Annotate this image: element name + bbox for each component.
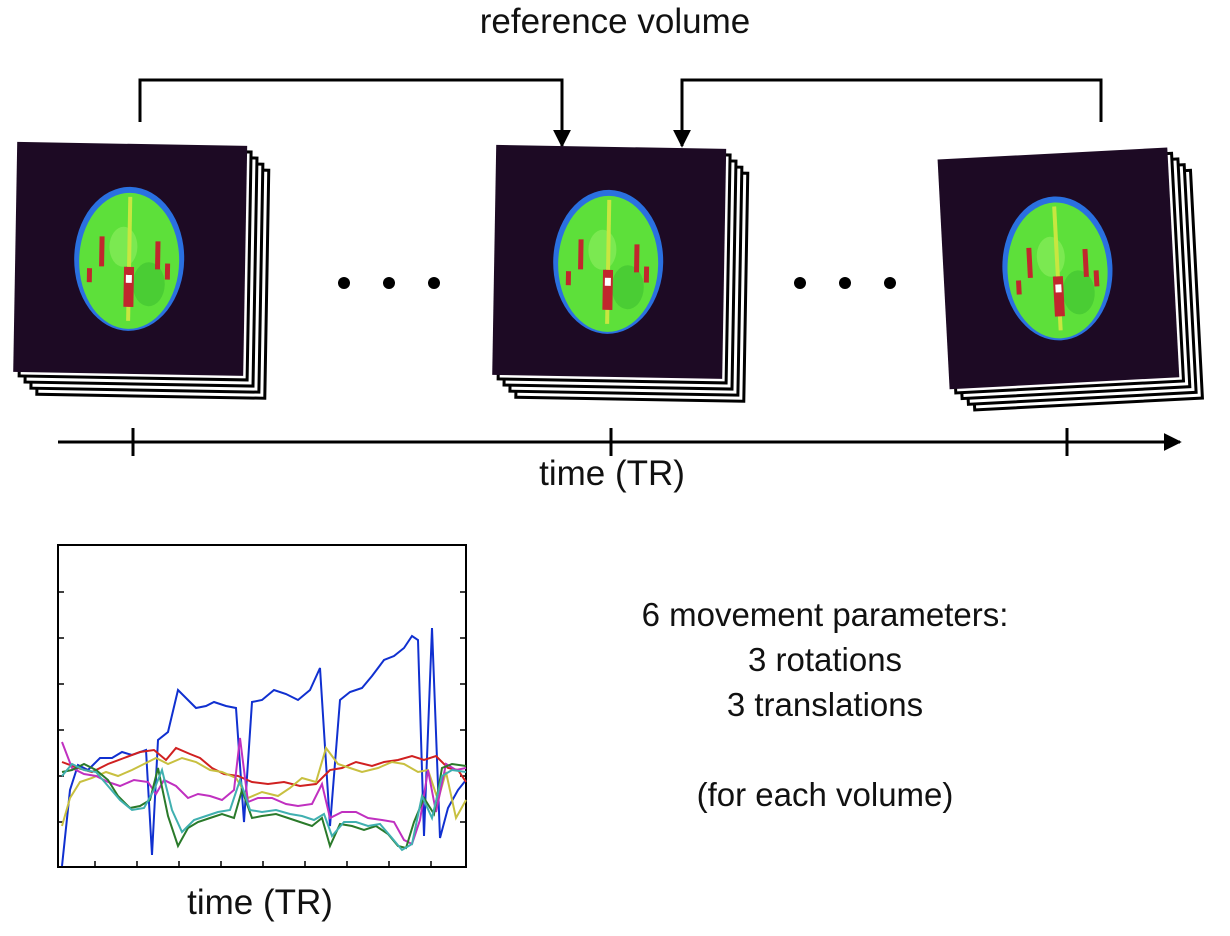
reference-connector-right	[673, 78, 1103, 148]
info-line-3: 3 translations	[726, 686, 924, 723]
reference-connector-left	[138, 78, 571, 148]
brain-volume-icon	[13, 141, 271, 400]
ellipsis-right	[794, 277, 896, 289]
info-line-5: (for each volume)	[696, 776, 954, 813]
movement-plot	[57, 544, 467, 868]
time-axis	[58, 428, 1182, 456]
series-yellow	[61, 745, 467, 827]
plot-xlabel: time (TR)	[187, 883, 333, 922]
info-line-1: 6 movement parameters:	[641, 596, 1009, 633]
series-magenta	[61, 737, 467, 846]
series-red	[61, 746, 467, 788]
series-green	[61, 762, 467, 850]
info-line-4	[575, 727, 1075, 772]
info-line-2: 3 rotations	[747, 641, 903, 678]
time-axis-label: time (TR)	[539, 454, 685, 493]
ellipsis-left	[338, 277, 440, 289]
reference-brain-volume-icon	[492, 144, 750, 403]
series-cyan	[61, 762, 467, 852]
brain-volume-icon	[937, 147, 1204, 412]
reference-volume-label: reference volume	[479, 2, 751, 41]
movement-parameters-description: 6 movement parameters: 3 rotations 3 tra…	[575, 592, 1075, 817]
